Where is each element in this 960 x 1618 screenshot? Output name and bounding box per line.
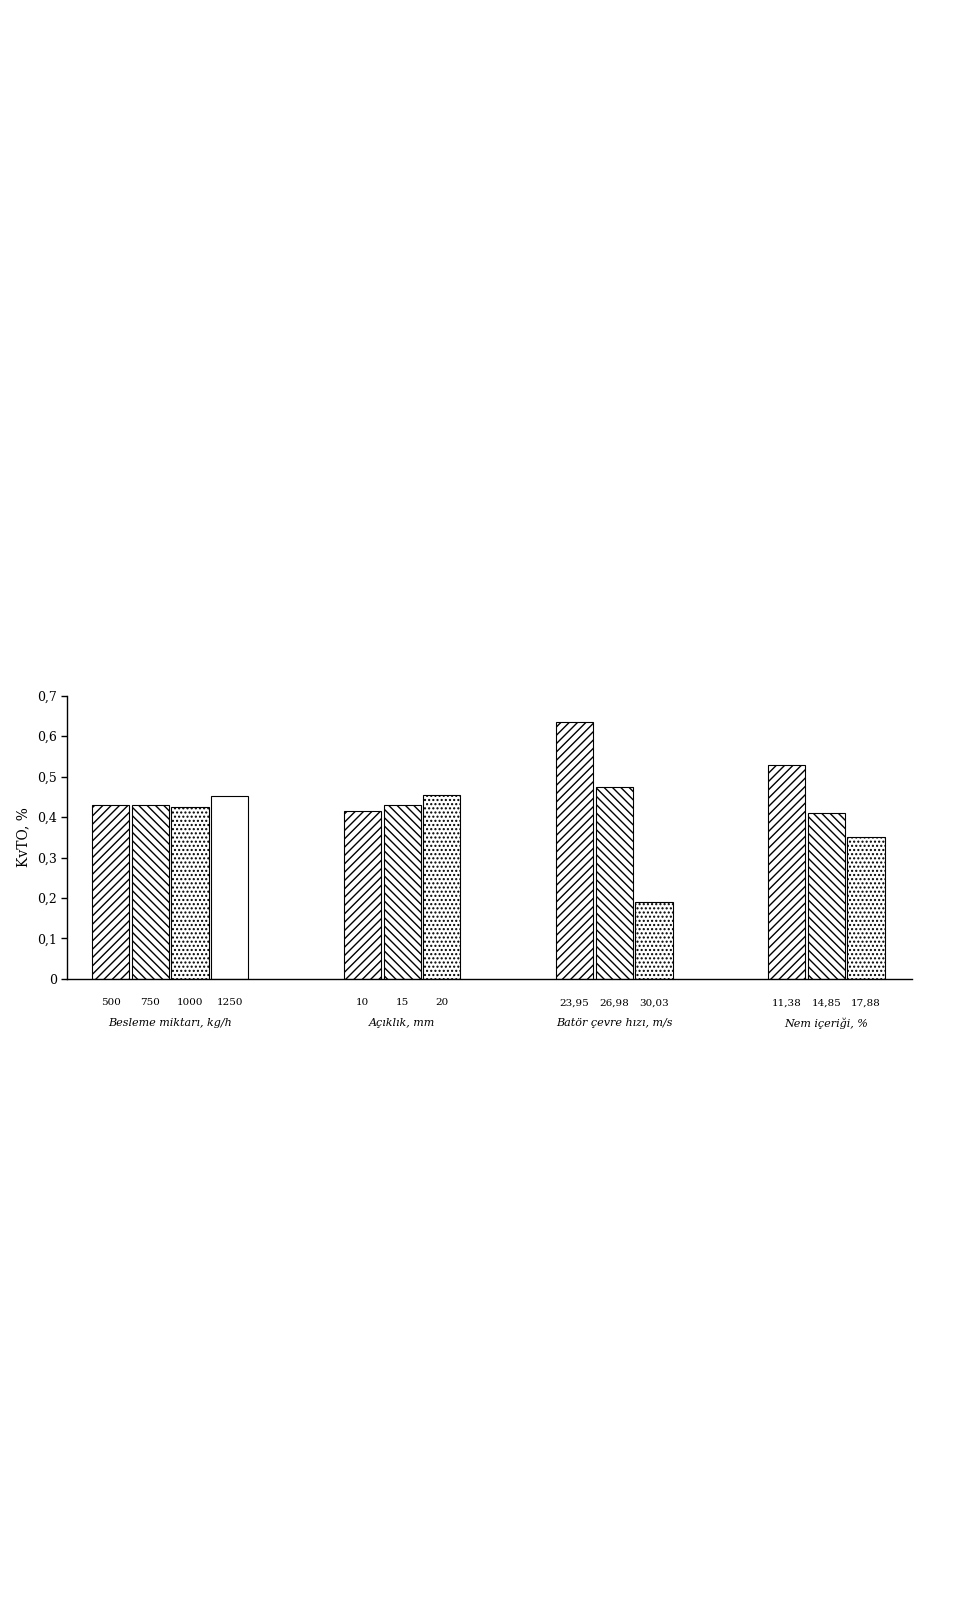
Y-axis label: KvTO, %: KvTO, % <box>16 807 30 867</box>
Text: 20: 20 <box>435 998 448 1008</box>
Bar <box>556 722 593 979</box>
Text: 11,38: 11,38 <box>772 998 802 1008</box>
Bar <box>92 806 130 979</box>
Text: 1250: 1250 <box>216 998 243 1008</box>
Bar <box>423 794 461 979</box>
Bar <box>384 806 420 979</box>
Text: 10: 10 <box>356 998 369 1008</box>
Bar <box>132 806 169 979</box>
Text: Batör çevre hızı, m/s: Batör çevre hızı, m/s <box>556 1018 673 1027</box>
Text: 26,98: 26,98 <box>599 998 629 1008</box>
Text: 14,85: 14,85 <box>811 998 841 1008</box>
Bar <box>807 812 845 979</box>
Text: 17,88: 17,88 <box>852 998 881 1008</box>
Bar <box>595 786 633 979</box>
Bar <box>344 811 381 979</box>
Bar <box>768 764 805 979</box>
Bar <box>172 807 208 979</box>
Text: 23,95: 23,95 <box>560 998 589 1008</box>
Bar <box>211 796 249 979</box>
Bar <box>636 903 673 979</box>
Bar <box>848 838 885 979</box>
Text: 30,03: 30,03 <box>639 998 669 1008</box>
Text: 15: 15 <box>396 998 409 1008</box>
Text: Nem içeriği, %: Nem içeriği, % <box>784 1018 869 1029</box>
Text: Açıklık, mm: Açıklık, mm <box>369 1018 435 1027</box>
Text: 1000: 1000 <box>177 998 204 1008</box>
Text: Besleme miktarı, kg/h: Besleme miktarı, kg/h <box>108 1018 232 1027</box>
Text: 750: 750 <box>140 998 160 1008</box>
Text: 500: 500 <box>101 998 121 1008</box>
